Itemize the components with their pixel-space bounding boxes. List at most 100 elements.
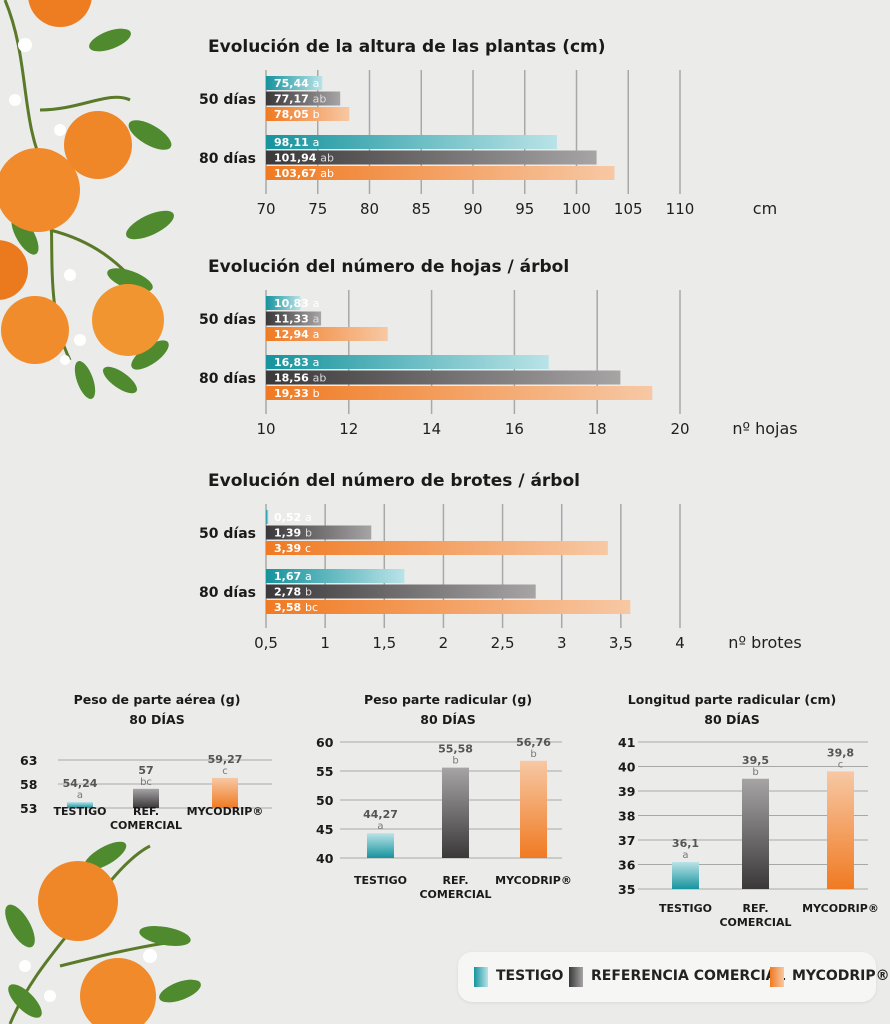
data-label-mycodrip: 103,67 ab (274, 167, 334, 180)
x-tick-label: 14 (422, 420, 441, 438)
category-label: TESTIGO (54, 805, 107, 818)
data-label-testigo: 16,83 a (274, 356, 319, 369)
chart-subtitle: 80 DÍAS (704, 712, 759, 727)
bar-testigo (266, 296, 301, 310)
x-tick-label: 70 (256, 200, 275, 218)
category-label: MYCODRIP® (802, 902, 879, 915)
data-label: 44,27 (363, 808, 398, 821)
data-label-referencia: 1,39 b (274, 527, 312, 540)
x-tick-label: 80 (360, 200, 379, 218)
x-tick-label: 75 (308, 200, 327, 218)
data-label-referencia: 2,78 b (274, 586, 312, 599)
category-label: MYCODRIP® (495, 874, 572, 887)
category-label: 50 días (199, 92, 256, 108)
y-tick-label: 38 (618, 809, 635, 824)
bar-mycodrip (266, 166, 615, 180)
x-tick-label: 105 (614, 200, 643, 218)
data-label: 55,58 (438, 743, 473, 756)
data-label-referencia: 101,94 ab (274, 152, 334, 165)
significance-letter: c (222, 766, 228, 777)
bar-testigo (367, 833, 394, 858)
chart-hojas: Evolución del número de hojas / árbol 10 1… (199, 257, 798, 438)
category-label: REF. (742, 902, 768, 915)
chart-title: Evolución del número de brotes / árbol (208, 471, 580, 491)
data-label-mycodrip: 3,58 bc (274, 601, 318, 614)
data-label-testigo: 75,44 a (274, 77, 319, 90)
y-tick-label: 39 (618, 784, 635, 799)
significance-letter: a (77, 790, 83, 801)
data-label-testigo: 1,67 a (274, 570, 312, 583)
significance-letter: b (752, 767, 758, 778)
x-unit-label: cm (753, 199, 777, 218)
data-label-testigo: 0,52 a (274, 511, 312, 524)
y-tick-label: 41 (618, 735, 635, 750)
data-label: 57 (138, 764, 153, 777)
y-tick-label: 40 (618, 760, 636, 775)
bar-mycodrip (266, 107, 350, 121)
x-tick-label: 3,5 (609, 634, 633, 652)
significance-letter: a (682, 850, 688, 861)
legend-swatch-referencia (569, 967, 583, 987)
x-tick-label: 95 (515, 200, 534, 218)
y-tick-label: 35 (618, 882, 635, 897)
x-unit-label: nº brotes (728, 633, 801, 652)
bar-referencia (266, 150, 597, 165)
data-label-referencia: 18,56 ab (274, 372, 326, 385)
data-label: 56,76 (516, 736, 551, 749)
category-label: COMERCIAL (110, 819, 182, 832)
x-tick-label: 1 (320, 634, 330, 652)
category-label: 80 días (199, 151, 256, 167)
x-tick-label: 1,5 (372, 634, 396, 652)
bar-mycodrip (266, 327, 388, 341)
data-label-referencia: 77,17 ab (274, 93, 326, 106)
bar-referencia (266, 91, 341, 106)
chart-subtitle: 80 DÍAS (420, 712, 475, 727)
category-label: 50 días (199, 526, 256, 542)
legend: TESTIGO REFERENCIA COMERCIAL MYCODRIP® (458, 952, 890, 1002)
data-label-mycodrip: 19,33 b (274, 387, 320, 400)
category-label: REF. (133, 805, 159, 818)
bar-referencia (266, 370, 621, 385)
legend-swatch-mycodrip (770, 967, 784, 987)
bar-referencia (442, 767, 469, 858)
chart-longitud: Longitud parte radicular (cm) 80 DÍAS 41 40… (618, 692, 879, 929)
bar-testigo (672, 862, 699, 889)
data-label-mycodrip: 78,05 b (274, 108, 320, 121)
data-label-mycodrip: 3,39 c (274, 542, 311, 555)
data-label: 54,24 (63, 777, 98, 790)
bar-referencia (266, 584, 536, 599)
x-tick-label: 20 (670, 420, 689, 438)
x-tick-label: 4 (675, 634, 685, 652)
chart-title: Peso de parte aérea (g) (74, 692, 241, 707)
bar-testigo (266, 76, 323, 90)
bar-mycodrip (266, 541, 608, 555)
legend-label-testigo: TESTIGO (496, 968, 564, 984)
x-tick-label: 2,5 (491, 634, 515, 652)
x-tick-label: 12 (339, 420, 358, 438)
bar-referencia (266, 525, 372, 540)
category-label: COMERCIAL (719, 916, 791, 929)
chart-title: Evolución del número de hojas / árbol (208, 257, 569, 277)
legend-label-referencia: REFERENCIA COMERCIAL (591, 968, 786, 984)
chart-aerea: Peso de parte aérea (g) 80 DÍAS 63 58 53 54,2… (20, 692, 272, 832)
significance-letter: b (530, 749, 536, 760)
chart-radicular: Peso parte radicular (g) 80 DÍAS 60 55 50 45 4… (316, 692, 572, 901)
y-tick-label: 53 (20, 801, 37, 816)
category-label: 50 días (199, 312, 256, 328)
chart-title: Peso parte radicular (g) (364, 692, 532, 707)
y-tick-label: 55 (316, 764, 333, 779)
significance-letter: b (452, 756, 458, 767)
x-tick-label: 110 (666, 200, 695, 218)
bar-mycodrip (827, 771, 854, 889)
x-tick-label: 3 (557, 634, 567, 652)
bar-testigo (266, 569, 405, 583)
bar-referencia (133, 788, 159, 808)
x-tick-label: 18 (588, 420, 607, 438)
y-tick-label: 60 (316, 735, 334, 750)
data-label: 59,27 (208, 753, 243, 766)
bar-mycodrip (266, 600, 631, 614)
y-tick-label: 37 (618, 833, 635, 848)
category-label: COMERCIAL (419, 888, 491, 901)
bar-referencia (742, 778, 769, 889)
x-tick-label: 2 (439, 634, 449, 652)
